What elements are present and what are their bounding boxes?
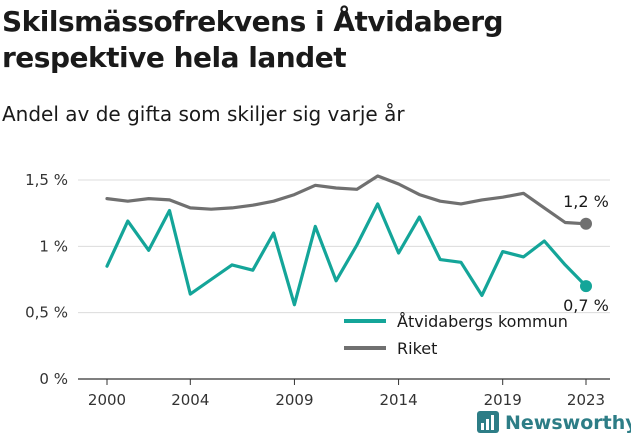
x-tick-label: 2004 bbox=[171, 391, 209, 409]
y-tick-label: 1,5 % bbox=[25, 171, 68, 189]
end-label-riket: 1,2 % bbox=[563, 192, 609, 211]
newsworthy-logo-text: Newsworthy bbox=[505, 412, 631, 434]
y-tick-label: 1 % bbox=[39, 237, 68, 255]
chart-subtitle: Andel av de gifta som skiljer sig varje … bbox=[2, 102, 405, 126]
x-axis-ticks: 2000 2004 2009 2014 2019 2023 bbox=[88, 379, 605, 409]
x-tick-label: 2014 bbox=[379, 391, 417, 409]
logo-bar-2 bbox=[486, 419, 489, 430]
logo-bar-3 bbox=[491, 415, 494, 430]
y-tick-label: 0,5 % bbox=[25, 304, 68, 322]
legend-label-riket: Riket bbox=[397, 339, 437, 358]
series-lines bbox=[105, 174, 588, 307]
x-tick-label: 2009 bbox=[275, 391, 313, 409]
x-tick-label: 2023 bbox=[567, 391, 605, 409]
y-tick-label: 0 % bbox=[39, 370, 68, 388]
series-end-markers: 1,2 % 0,7 % bbox=[563, 192, 609, 315]
logo-bar-1 bbox=[481, 423, 484, 430]
legend-label-kommun: Åtvidabergs kommun bbox=[397, 312, 568, 331]
x-tick-label: 2019 bbox=[484, 391, 522, 409]
end-marker-riket bbox=[580, 217, 592, 230]
grid-lines bbox=[78, 179, 610, 380]
end-label-kommun: 0,7 % bbox=[563, 296, 609, 315]
series-line-kommun bbox=[105, 202, 588, 307]
legend: Åtvidabergs kommun Riket bbox=[344, 312, 568, 358]
x-tick-label: 2000 bbox=[88, 391, 126, 409]
y-axis-ticks: 0 % 0,5 % 1 % 1,5 % bbox=[25, 171, 68, 388]
chart-title: Skilsmässofrekvens i Åtvidaberg respekti… bbox=[2, 5, 504, 74]
series-line-riket bbox=[105, 174, 588, 226]
newsworthy-logo: Newsworthy bbox=[477, 411, 631, 434]
end-marker-kommun bbox=[580, 280, 592, 293]
